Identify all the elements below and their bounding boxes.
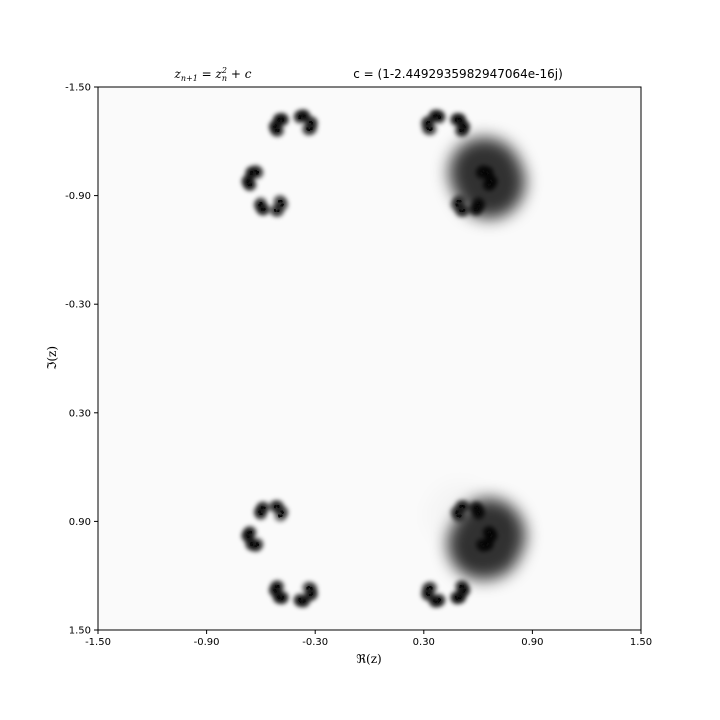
plot-area: [98, 87, 641, 630]
